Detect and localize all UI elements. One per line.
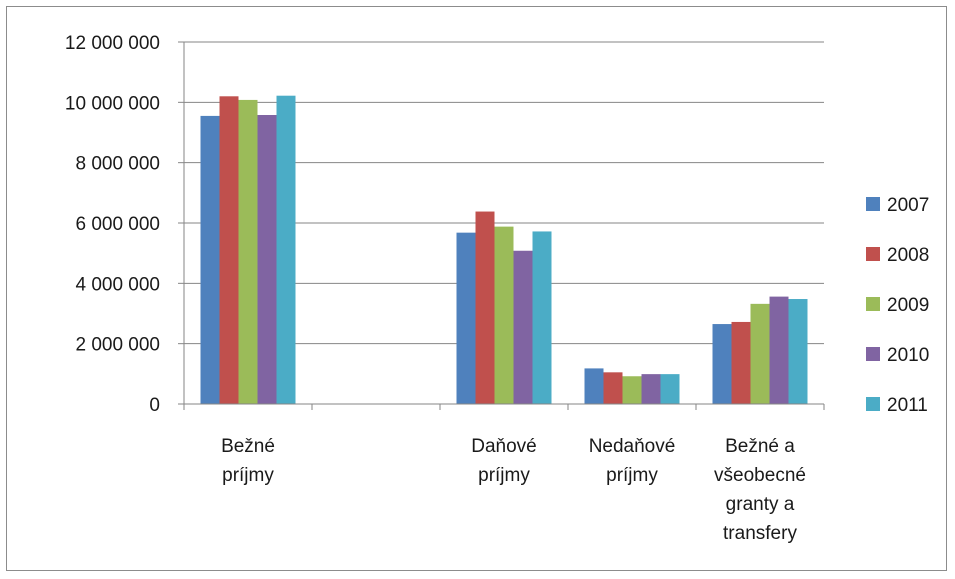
- bar: [475, 211, 495, 404]
- legend-label: 2011: [887, 395, 928, 416]
- legend-swatch: [866, 397, 880, 411]
- bar: [603, 372, 623, 404]
- legend-label: 2008: [887, 245, 929, 266]
- x-category-label: Bežné: [221, 436, 275, 457]
- x-category-label: Nedaňové: [589, 436, 676, 457]
- bar: [238, 99, 258, 405]
- x-category-label: príjmy: [606, 465, 658, 486]
- legend-swatch: [866, 347, 880, 361]
- y-tick-label: 4 000 000: [75, 274, 160, 295]
- bar: [513, 250, 533, 404]
- bar: [641, 374, 661, 404]
- bar: [622, 376, 642, 404]
- y-tick-label: 0: [149, 395, 160, 416]
- legend-swatch: [866, 247, 880, 261]
- x-category-label: príjmy: [222, 465, 274, 486]
- y-tick-label: 10 000 000: [65, 93, 160, 114]
- bar: [788, 299, 808, 404]
- y-tick-label: 6 000 000: [75, 214, 160, 235]
- bar: [219, 96, 239, 405]
- bar: [276, 95, 296, 405]
- x-category-label: príjmy: [478, 465, 530, 486]
- legend-label: 2010: [887, 345, 929, 366]
- x-category-label: všeobecné: [714, 465, 806, 486]
- bar: [769, 296, 789, 404]
- y-tick-label: 12 000 000: [65, 33, 160, 54]
- x-category-label: granty a: [726, 494, 795, 515]
- x-category-label: Bežné a: [725, 436, 795, 457]
- bar: [456, 232, 476, 404]
- legend-swatch: [866, 197, 880, 211]
- bar: [257, 115, 277, 405]
- x-category-label: Daňové: [471, 436, 537, 457]
- bar: [750, 303, 770, 404]
- bar: [584, 368, 604, 404]
- y-tick-label: 2 000 000: [75, 335, 160, 356]
- legend-label: 2009: [887, 295, 929, 316]
- x-category-label: transfery: [723, 523, 797, 544]
- bar: [660, 374, 680, 404]
- bar: [731, 321, 751, 404]
- legend-label: 2007: [887, 195, 929, 216]
- bar: [532, 231, 552, 404]
- bar: [712, 324, 732, 404]
- bar: [200, 115, 220, 405]
- bar: [494, 226, 514, 404]
- legend-swatch: [866, 297, 880, 311]
- y-tick-label: 8 000 000: [75, 154, 160, 175]
